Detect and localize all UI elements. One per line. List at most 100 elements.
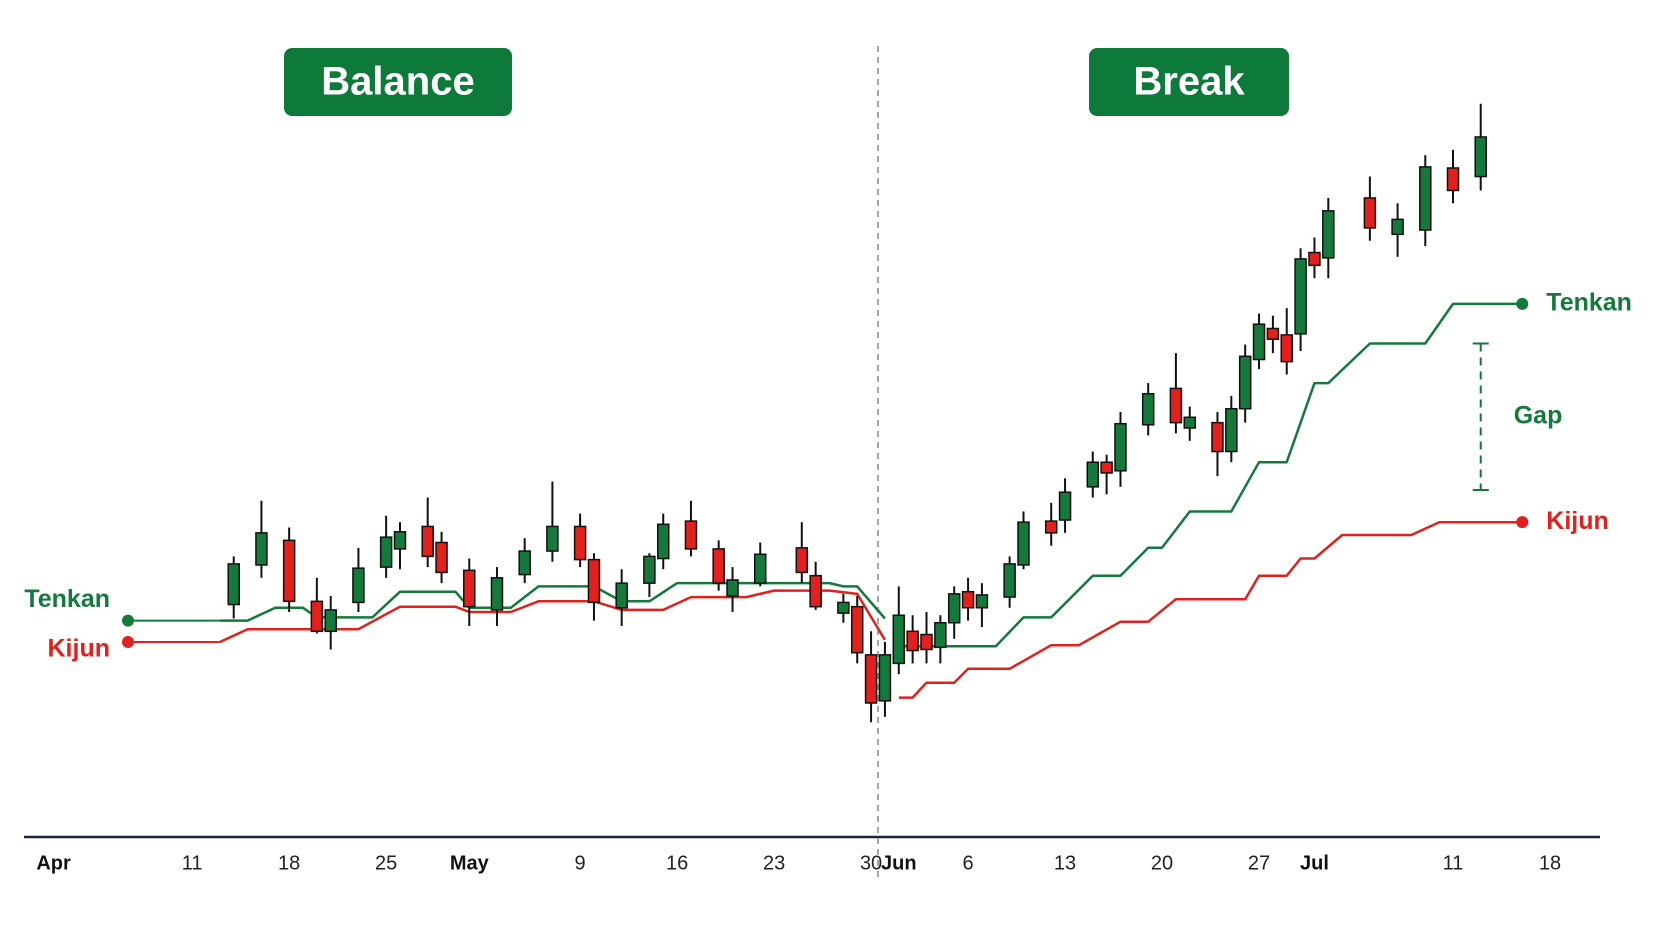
candle-body: [1266, 327, 1280, 340]
candle-body: [546, 525, 559, 552]
end-dot: [1516, 516, 1529, 529]
x-tick-label: 18: [278, 852, 300, 874]
phase-label: Break: [1133, 60, 1245, 104]
candle: [1280, 308, 1293, 375]
candle-body: [255, 532, 268, 566]
candle: [310, 577, 324, 634]
candle-body: [809, 574, 822, 608]
candle-body: [864, 654, 878, 704]
candle-body: [324, 609, 337, 633]
candle: [1266, 315, 1280, 354]
candle: [1446, 149, 1460, 204]
indicator-line: [219, 302, 1523, 648]
candle-body: [1419, 166, 1432, 231]
candle: [1058, 478, 1072, 533]
candle: [379, 515, 393, 578]
candle-body: [1058, 491, 1072, 521]
candle-body: [878, 654, 892, 702]
candle-body: [1141, 393, 1155, 426]
candle: [1391, 203, 1404, 257]
candle-body: [1238, 355, 1252, 410]
candle: [906, 615, 919, 664]
candle: [324, 595, 337, 650]
candle: [1100, 454, 1113, 495]
phase-boxes: Balance Break: [284, 48, 1289, 116]
end-dot: [1516, 297, 1529, 310]
candle-body: [1446, 167, 1460, 192]
candle: [352, 547, 365, 613]
candle-body: [934, 621, 947, 649]
candle: [1044, 502, 1058, 546]
candle-body: [1308, 251, 1321, 267]
candle: [643, 553, 656, 598]
label-dot: [122, 614, 134, 627]
candle: [961, 577, 975, 621]
candle-body: [463, 569, 476, 608]
candle: [1294, 248, 1307, 351]
candle-body: [1114, 422, 1127, 472]
candle: [1419, 155, 1432, 247]
candle: [1225, 395, 1238, 463]
candle-body: [1391, 218, 1404, 236]
x-tick-label: 18: [1539, 852, 1561, 874]
candle-body: [712, 548, 725, 584]
candle-body: [1211, 421, 1224, 453]
x-tick-label: 9: [575, 852, 586, 874]
line-label: Tenkan: [1546, 288, 1632, 316]
candle-body: [587, 558, 601, 604]
candle-body: [920, 633, 933, 651]
candle: [920, 612, 933, 664]
candle: [435, 531, 448, 584]
candle-body: [961, 590, 975, 609]
candle-body: [1100, 461, 1113, 474]
candle: [726, 567, 739, 613]
x-tick-label: 6: [963, 852, 974, 874]
candle: [850, 595, 864, 664]
candle-body: [947, 593, 961, 624]
candle-body: [1474, 136, 1487, 178]
candle: [546, 481, 559, 562]
candle: [1363, 176, 1377, 241]
candle: [518, 538, 531, 584]
candle: [227, 556, 240, 619]
candle-body: [1003, 563, 1016, 598]
candle-body: [1252, 323, 1266, 361]
candle-body: [421, 525, 434, 558]
candle-body: [975, 594, 989, 609]
label-dot: [122, 636, 134, 648]
candle: [837, 593, 850, 623]
phase-box: [1089, 48, 1289, 116]
candle: [795, 522, 809, 584]
candle-body: [1322, 210, 1335, 259]
candle-body: [795, 547, 809, 574]
candle-body: [393, 531, 407, 550]
candle-body: [1086, 461, 1100, 488]
candle-body: [1280, 334, 1293, 363]
candle-body: [227, 563, 240, 606]
candle: [573, 513, 587, 568]
candle-body: [379, 536, 393, 568]
candle-body: [1017, 521, 1030, 566]
candle: [1169, 353, 1183, 434]
candle: [753, 542, 767, 587]
candle-body: [753, 553, 767, 584]
candle: [1322, 197, 1335, 279]
candle-body: [573, 525, 587, 561]
x-tick-label: 13: [1054, 852, 1076, 874]
candle-body: [906, 630, 919, 652]
candle-body: [656, 523, 670, 560]
candle-body: [1044, 520, 1058, 534]
x-tick-label: 27: [1248, 852, 1270, 874]
candle: [1238, 344, 1252, 423]
candle: [656, 513, 670, 570]
candle-body: [615, 582, 628, 609]
candle: [615, 569, 628, 626]
candle: [809, 561, 822, 610]
candle-body: [892, 614, 906, 665]
candle: [421, 497, 434, 568]
x-tick-label: 11: [1443, 852, 1464, 874]
x-tick-label: May: [450, 852, 490, 874]
candle-body: [518, 550, 531, 576]
candle: [1211, 411, 1224, 477]
